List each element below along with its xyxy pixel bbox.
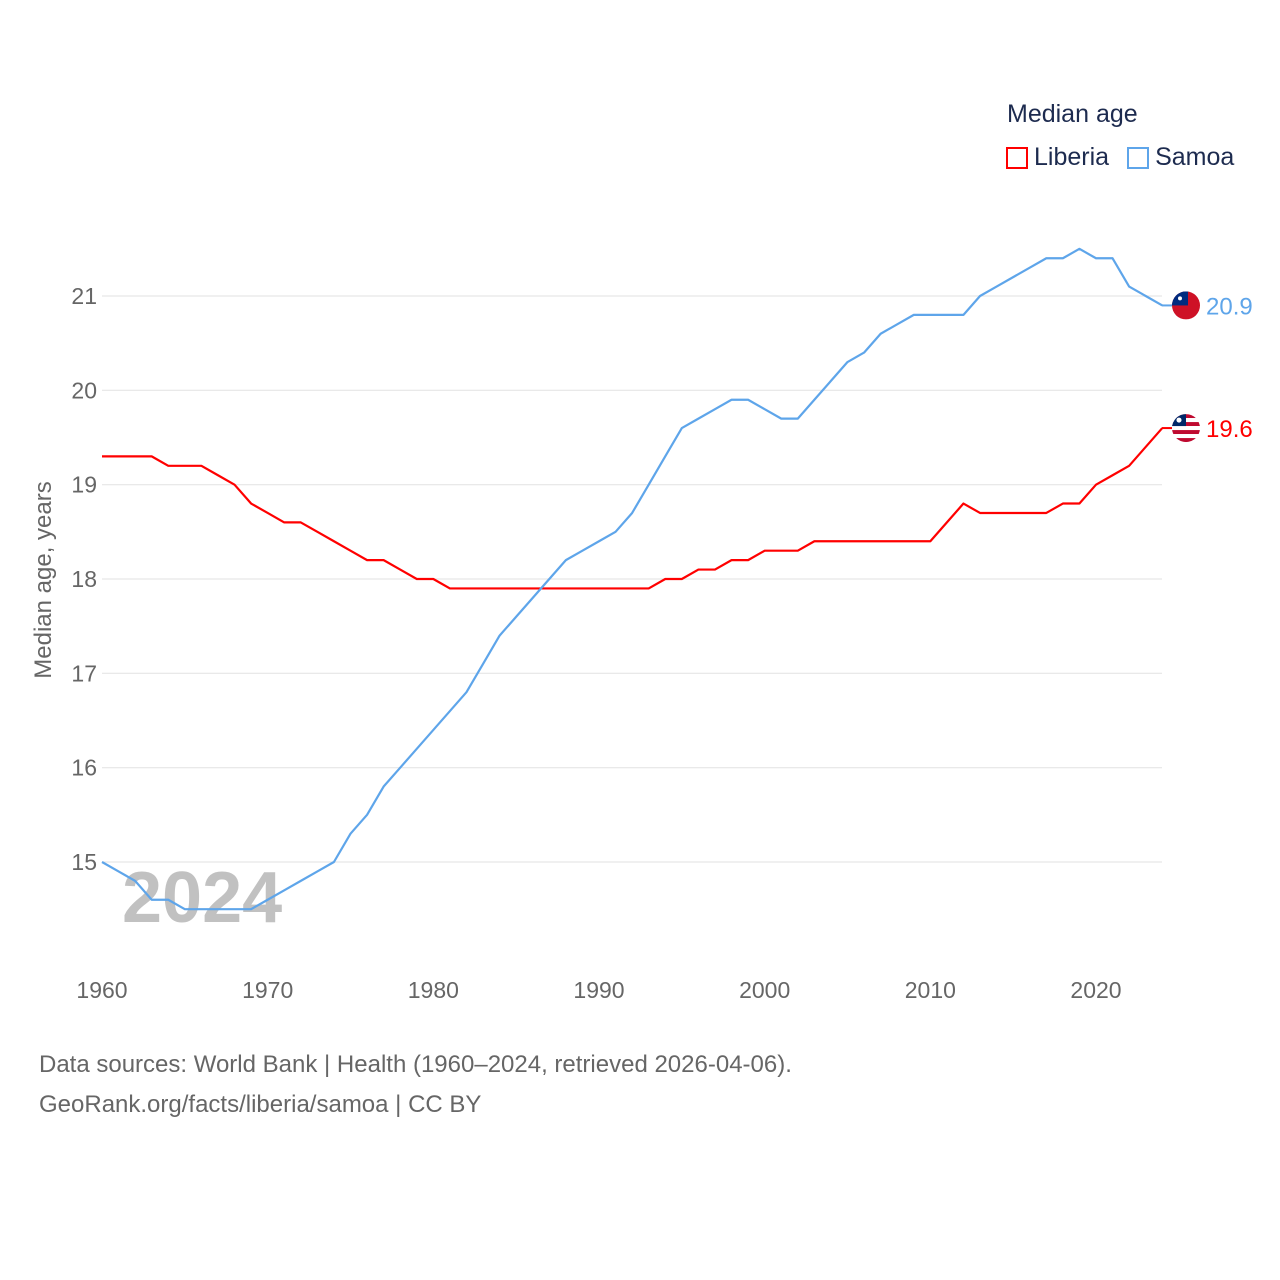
y-tick-label: 15 (71, 849, 97, 875)
legend-item-liberia[interactable]: Liberia (1006, 143, 1109, 172)
x-tick-label: 1970 (242, 977, 293, 1003)
end-value-label-samoa: 20.9 (1206, 293, 1253, 320)
flag-liberia-icon (1172, 414, 1200, 443)
x-tick-label: 1960 (76, 977, 127, 1003)
footer: Data sources: World Bank | Health (1960–… (39, 1045, 792, 1125)
x-tick-label: 2010 (905, 977, 956, 1003)
year-watermark: 2024 (122, 858, 282, 938)
y-axis-label: Median age, years (30, 481, 57, 678)
y-tick-label: 20 (71, 377, 97, 403)
x-tick-label: 1980 (408, 977, 459, 1003)
legend-label: Samoa (1155, 143, 1235, 171)
legend-title: Median age (1007, 100, 1138, 128)
series-line-samoa (101, 247, 1163, 911)
y-tick-label: 18 (71, 566, 97, 592)
x-tick-label: 2020 (1070, 977, 1121, 1003)
legend: Liberia Samoa (1006, 143, 1234, 172)
series-line-liberia (102, 427, 1164, 590)
y-tick-label: 21 (71, 283, 97, 309)
data-source-text: Data sources: World Bank | Health (1960–… (39, 1051, 792, 1078)
legend-label: Liberia (1034, 143, 1110, 171)
line-chart: 15 16 17 18 19 20 21 1960 1970 1980 1990 2000 2010 20… (30, 247, 1253, 1003)
y-tick-label: 19 (71, 472, 97, 498)
flag-samoa-icon (1172, 291, 1200, 320)
attribution-link[interactable]: GeoRank.org/facts/liberia/samoa | CC BY (39, 1091, 482, 1118)
end-value-label-liberia: 19.6 (1206, 416, 1253, 443)
y-tick-label: 17 (71, 660, 97, 686)
legend-item-samoa[interactable]: Samoa (1127, 143, 1234, 172)
legend-swatch-samoa (1127, 146, 1150, 169)
legend-swatch-liberia (1006, 146, 1028, 169)
x-tick-label: 2000 (739, 977, 790, 1003)
y-tick-label: 16 (71, 755, 97, 781)
x-tick-label: 1990 (573, 977, 624, 1003)
